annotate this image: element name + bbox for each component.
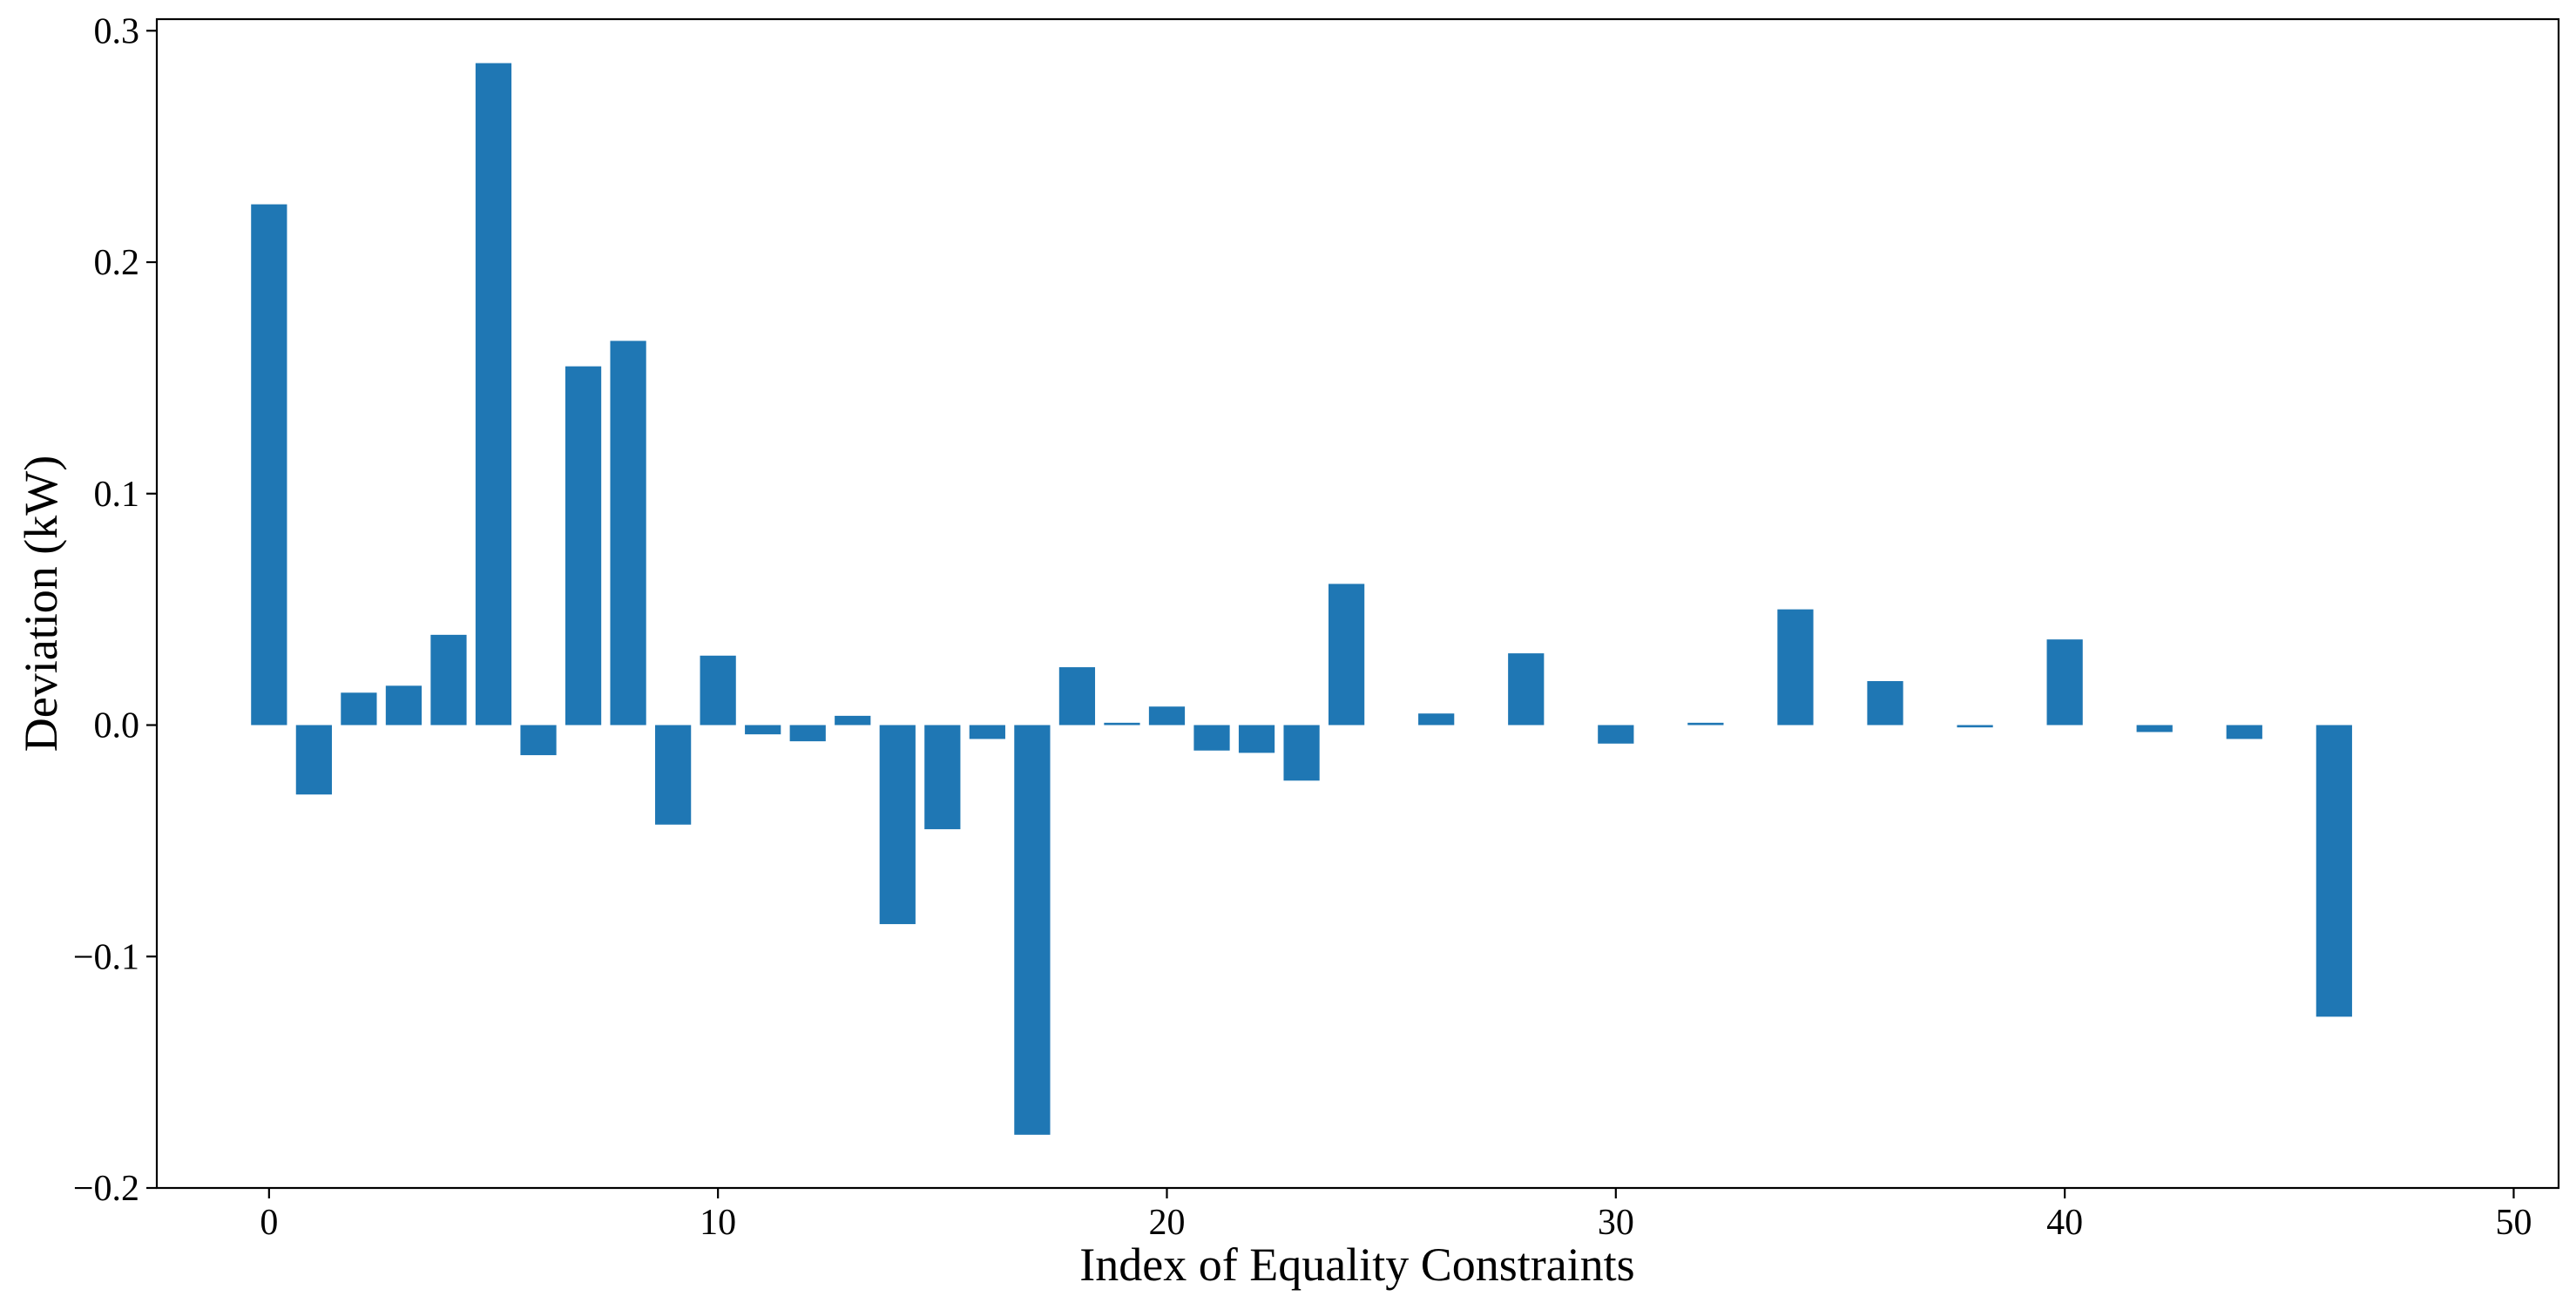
bar-34 — [1777, 609, 1814, 725]
bar-7 — [565, 366, 602, 725]
bar-30 — [1598, 725, 1634, 744]
y-axis: −0.2 −0.1 0.0 0.1 0.2 0.3 — [73, 11, 157, 1209]
y-tick-label: 0.1 — [94, 475, 140, 515]
bar-46 — [2316, 725, 2352, 1017]
bar-8 — [610, 341, 646, 725]
x-axis-title: Index of Equality Constraints — [1079, 1238, 1634, 1291]
x-tick-label: 0 — [260, 1203, 278, 1243]
bar-38 — [1957, 725, 1993, 728]
bar-6 — [520, 725, 557, 756]
bar-42 — [2136, 725, 2173, 732]
bar-11 — [745, 725, 781, 735]
y-tick-label: −0.1 — [73, 937, 139, 977]
bar-1 — [295, 725, 332, 795]
x-tick-label: 40 — [2046, 1203, 2083, 1243]
bar-12 — [789, 725, 826, 742]
bar-14 — [879, 725, 916, 925]
bar-36 — [1867, 681, 1903, 725]
x-tick-label: 50 — [2495, 1203, 2532, 1243]
bar-10 — [700, 655, 736, 725]
bar-18 — [1058, 667, 1096, 725]
bar-40 — [2046, 639, 2083, 725]
bar-26 — [1418, 713, 1455, 725]
bar-23 — [1283, 725, 1320, 781]
bars-group — [251, 63, 2352, 1135]
y-axis-title: Deviation (kW) — [15, 456, 67, 752]
x-tick-label: 10 — [700, 1203, 736, 1243]
y-tick-label: 0.2 — [94, 243, 140, 283]
x-tick-label: 20 — [1148, 1203, 1185, 1243]
bar-28 — [1508, 653, 1545, 725]
bar-24 — [1329, 584, 1365, 725]
y-tick-label: −0.2 — [73, 1169, 139, 1209]
bar-2 — [341, 692, 377, 725]
bar-15 — [924, 725, 961, 830]
y-tick-label: 0.0 — [94, 706, 140, 746]
y-tick-label: 0.3 — [94, 11, 140, 51]
bar-44 — [2226, 725, 2262, 739]
bar-21 — [1193, 725, 1230, 751]
bar-3 — [385, 685, 423, 725]
bar-16 — [969, 725, 1005, 739]
bar-32 — [1687, 722, 1724, 725]
bar-19 — [1104, 722, 1140, 725]
bar-9 — [655, 725, 692, 825]
x-tick-label: 30 — [1598, 1203, 1634, 1243]
bar-0 — [251, 204, 287, 725]
bar-17 — [1014, 725, 1051, 1135]
bar-20 — [1148, 706, 1186, 725]
bar-13 — [835, 715, 871, 725]
x-axis: 0 10 20 30 40 50 — [260, 1188, 2532, 1243]
bar-4 — [430, 634, 467, 725]
bar-22 — [1238, 725, 1275, 753]
bar-5 — [475, 63, 512, 725]
plot-frame — [155, 17, 2560, 1190]
